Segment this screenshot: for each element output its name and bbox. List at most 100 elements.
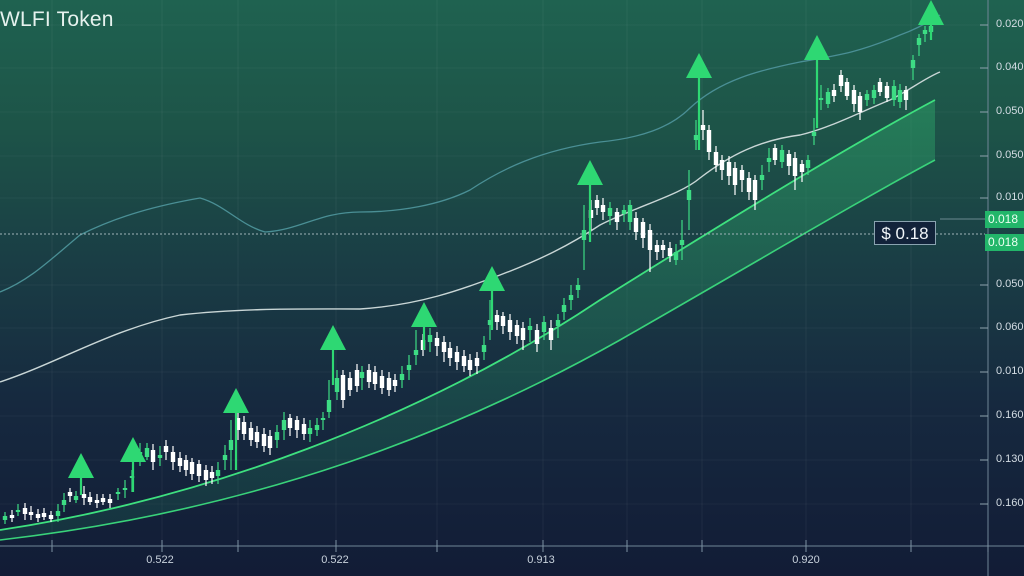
candle[interactable]: [434, 332, 440, 356]
candle[interactable]: [366, 364, 372, 388]
candle[interactable]: [163, 440, 169, 460]
candle[interactable]: [871, 85, 877, 104]
candle[interactable]: [621, 205, 627, 222]
candle[interactable]: [739, 165, 745, 192]
candle[interactable]: [640, 218, 646, 248]
candle[interactable]: [647, 224, 653, 272]
candle[interactable]: [594, 195, 600, 215]
candle[interactable]: [209, 466, 215, 484]
candle[interactable]: [786, 150, 792, 175]
candle[interactable]: [541, 316, 547, 340]
candle[interactable]: [667, 242, 673, 262]
candle[interactable]: [614, 208, 620, 230]
candle[interactable]: [170, 446, 176, 470]
candle[interactable]: [903, 86, 909, 110]
candle[interactable]: [851, 85, 857, 112]
candle[interactable]: [799, 160, 805, 182]
candle[interactable]: [144, 443, 150, 460]
candle[interactable]: [700, 110, 706, 140]
candle[interactable]: [15, 504, 21, 516]
candle[interactable]: [487, 300, 493, 340]
candle[interactable]: [660, 240, 666, 258]
candle[interactable]: [35, 509, 41, 522]
candle[interactable]: [884, 82, 890, 102]
candle[interactable]: [150, 444, 156, 470]
candle[interactable]: [248, 422, 254, 446]
candle[interactable]: [100, 494, 106, 505]
candle[interactable]: [399, 366, 405, 388]
candle[interactable]: [818, 85, 824, 110]
candlestick-series[interactable]: [2, 22, 934, 524]
candle[interactable]: [561, 298, 567, 320]
candle[interactable]: [87, 492, 93, 505]
candle[interactable]: [354, 364, 360, 392]
candle[interactable]: [507, 314, 513, 340]
candle[interactable]: [454, 346, 460, 370]
candle[interactable]: [55, 504, 61, 522]
candle[interactable]: [222, 445, 228, 470]
candle[interactable]: [320, 412, 326, 430]
candle[interactable]: [607, 202, 613, 225]
candle[interactable]: [281, 412, 287, 440]
candle[interactable]: [386, 372, 392, 396]
candle[interactable]: [94, 494, 100, 508]
candle[interactable]: [679, 220, 685, 260]
candle[interactable]: [527, 318, 533, 342]
candle[interactable]: [534, 324, 540, 352]
candle[interactable]: [752, 175, 758, 210]
candle[interactable]: [779, 145, 785, 168]
candle[interactable]: [228, 420, 234, 470]
candle[interactable]: [122, 480, 128, 498]
candle[interactable]: [654, 240, 660, 260]
candle[interactable]: [825, 88, 831, 108]
candle[interactable]: [177, 452, 183, 472]
candle[interactable]: [28, 506, 34, 520]
candle[interactable]: [864, 90, 870, 106]
candle[interactable]: [413, 330, 419, 365]
candle[interactable]: [107, 494, 113, 508]
candle[interactable]: [575, 278, 581, 298]
candle[interactable]: [447, 342, 453, 366]
candle[interactable]: [287, 414, 293, 436]
candle[interactable]: [766, 148, 772, 172]
candle[interactable]: [474, 352, 480, 374]
candle[interactable]: [600, 198, 606, 220]
candle[interactable]: [189, 458, 195, 480]
candle[interactable]: [910, 55, 916, 80]
candle[interactable]: [9, 510, 15, 522]
candle[interactable]: [235, 410, 241, 440]
candle[interactable]: [274, 425, 280, 448]
candle[interactable]: [254, 426, 260, 448]
candle[interactable]: [481, 336, 487, 360]
candle[interactable]: [732, 162, 738, 195]
candle[interactable]: [581, 205, 587, 270]
candle[interactable]: [81, 486, 87, 505]
candle[interactable]: [67, 488, 73, 502]
candle[interactable]: [196, 460, 202, 482]
candle[interactable]: [746, 172, 752, 200]
candle[interactable]: [805, 155, 811, 175]
candle[interactable]: [891, 80, 897, 106]
candle[interactable]: [61, 493, 67, 512]
candle[interactable]: [41, 508, 47, 520]
candle[interactable]: [467, 354, 473, 376]
candle[interactable]: [215, 462, 221, 484]
candle[interactable]: [392, 374, 398, 392]
candle[interactable]: [838, 70, 844, 92]
candle[interactable]: [686, 170, 692, 230]
candle[interactable]: [461, 350, 467, 372]
candle[interactable]: [568, 285, 574, 310]
candle[interactable]: [719, 155, 725, 180]
candle[interactable]: [406, 355, 412, 380]
candle[interactable]: [922, 26, 928, 42]
candle[interactable]: [2, 512, 8, 524]
candle[interactable]: [706, 125, 712, 160]
candle[interactable]: [897, 84, 903, 108]
candle[interactable]: [555, 314, 561, 338]
candle[interactable]: [334, 370, 340, 400]
candle[interactable]: [241, 416, 247, 440]
candle[interactable]: [157, 446, 163, 466]
candle[interactable]: [427, 328, 433, 352]
candle[interactable]: [916, 34, 922, 56]
